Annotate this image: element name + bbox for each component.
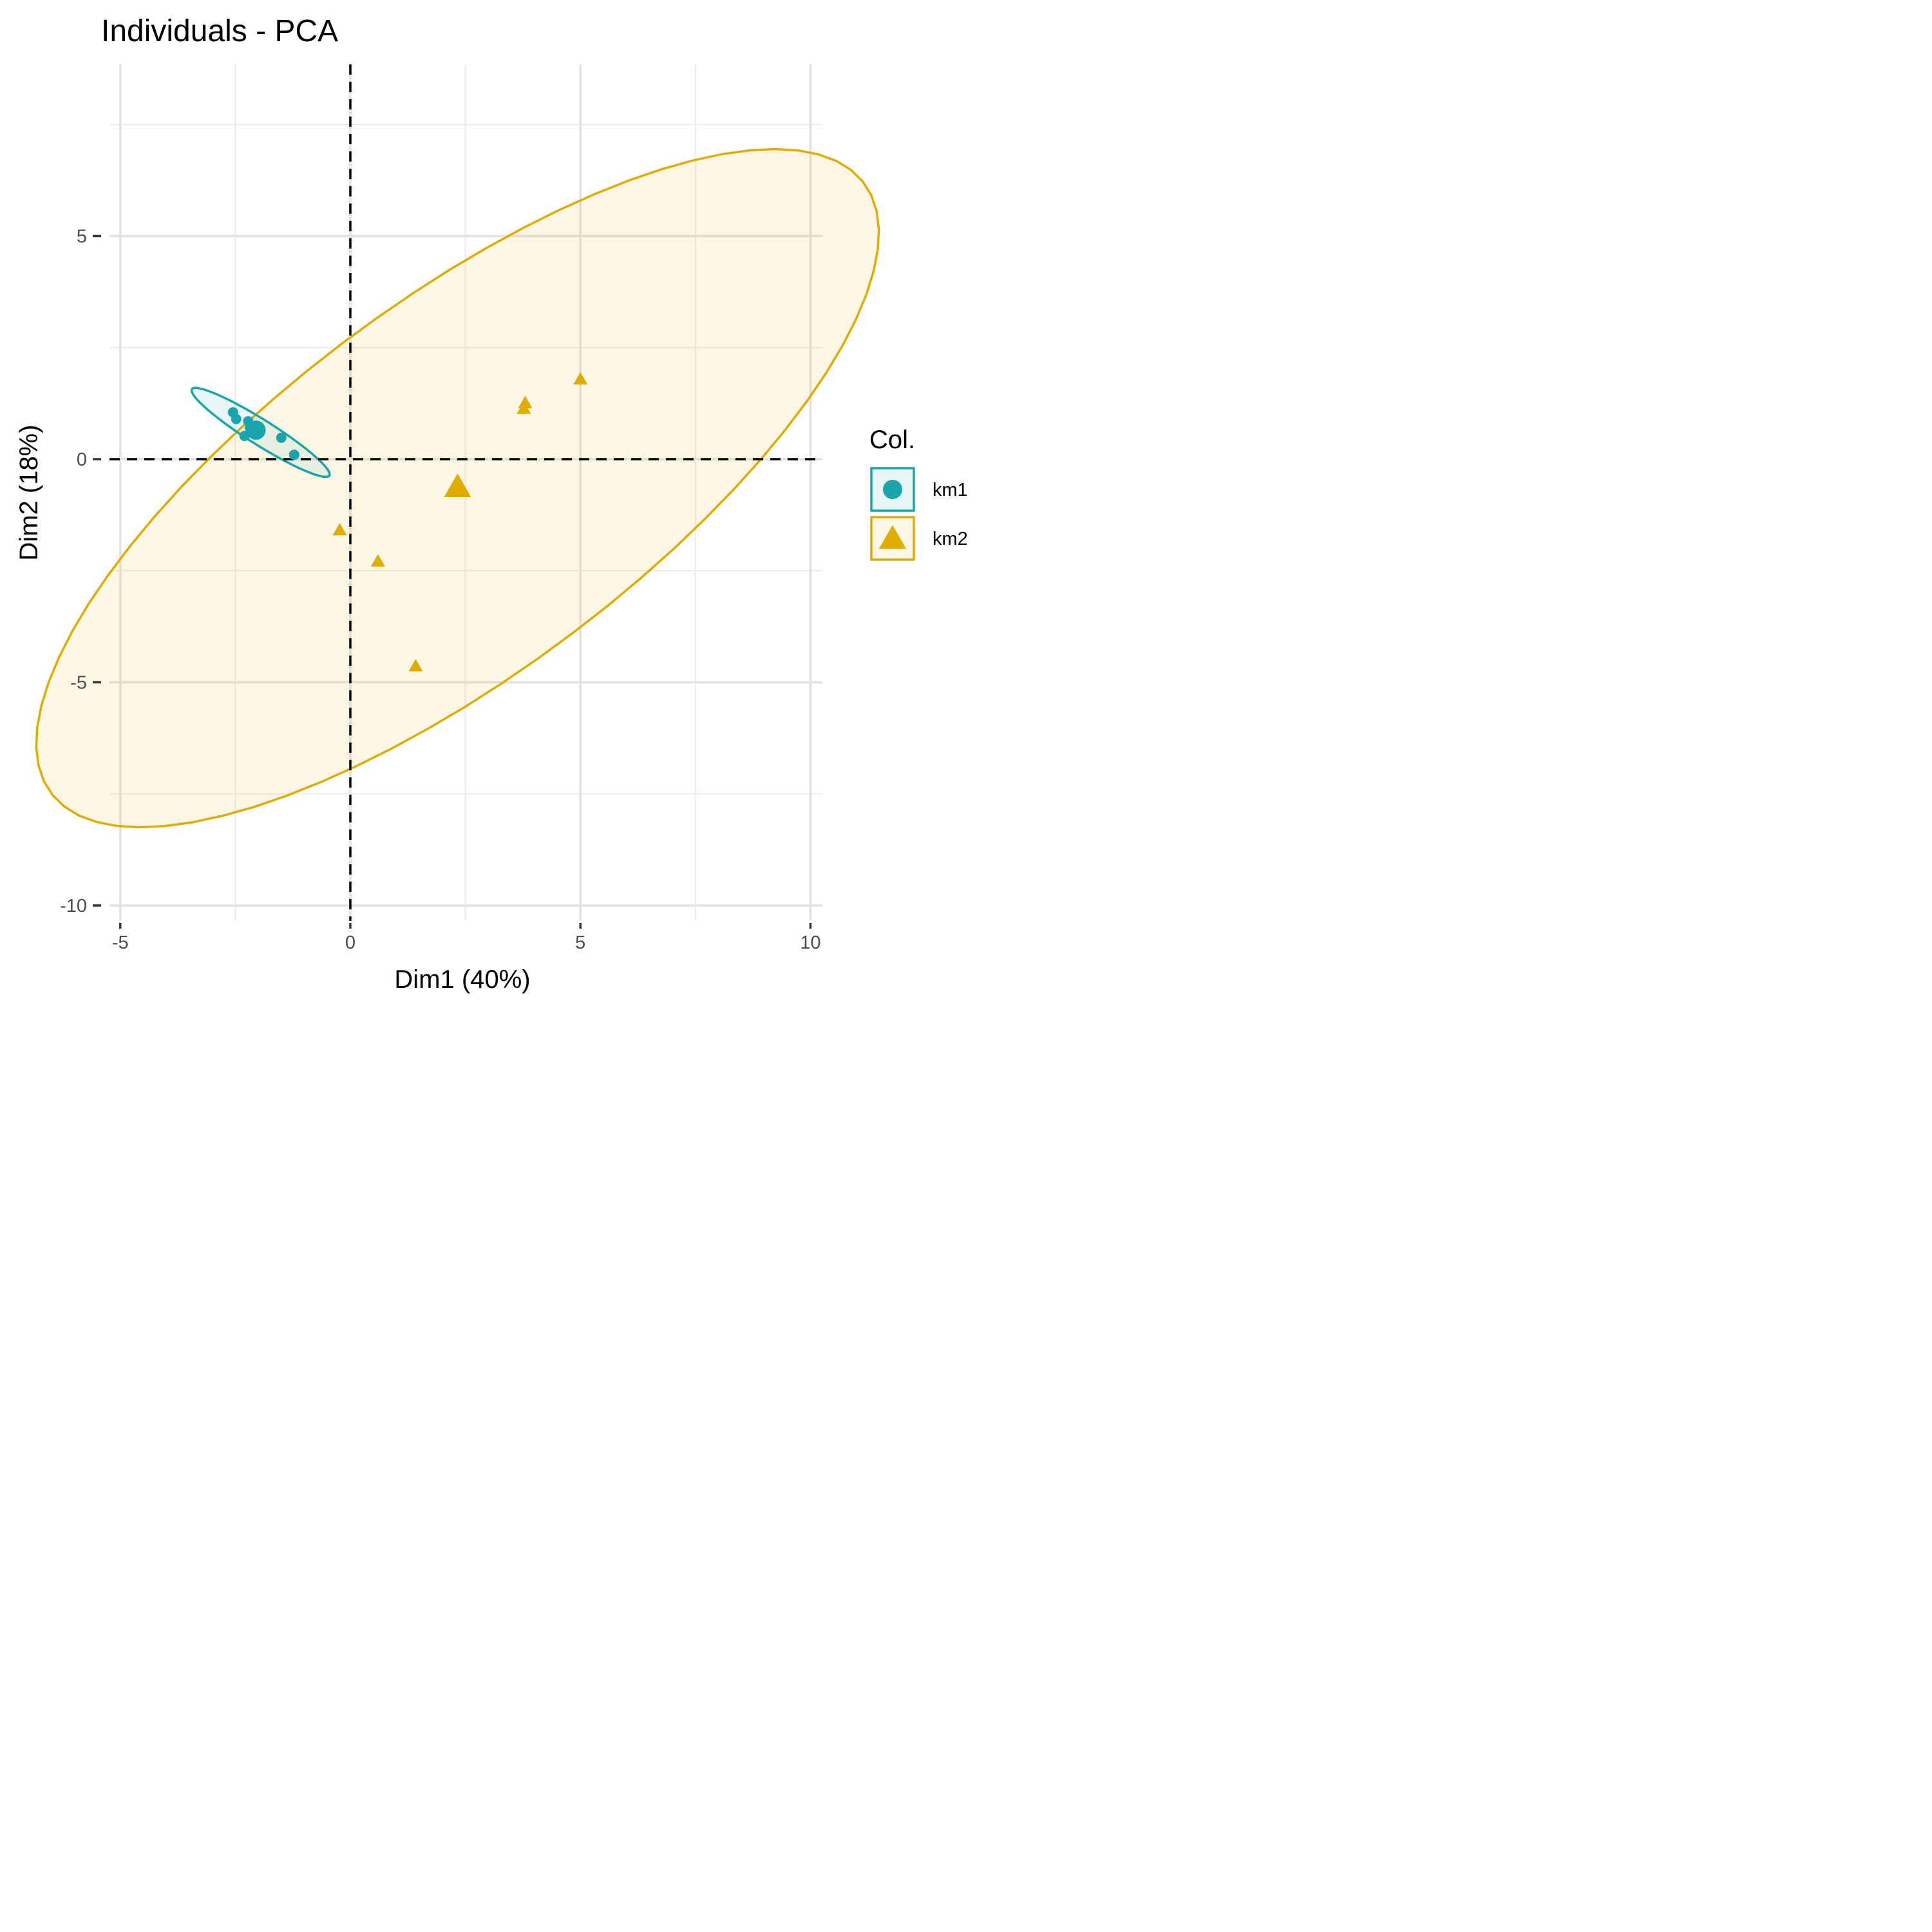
point-km2 [408,659,423,672]
y-tick-label: 0 [77,450,87,470]
point-km1 [231,413,242,424]
y-axis: -10 -5 0 5 [60,227,101,916]
legend-marker-km2 [879,525,906,549]
y-tick-label: -5 [70,673,87,694]
legend-label-km2: km2 [933,529,968,549]
legend-marker-km1 [883,480,902,499]
x-tick-label: 10 [800,933,820,953]
y-axis-title: Dim2 (18%) [15,424,43,560]
point-km1 [276,432,287,443]
x-axis: -5 0 5 10 [112,923,821,953]
centroid-km1 [246,420,266,440]
legend-title: Col. [869,426,915,454]
pca-chart: Individuals - PCA -5 0 5 10 -10 -5 0 5 Dim1 (4… [0,0,997,1010]
reference-lines [109,64,822,921]
centroid-km2 [444,473,471,498]
y-tick-label: -10 [60,896,87,916]
x-tick-label: 0 [345,933,355,953]
x-tick-label: 5 [575,933,585,953]
point-km2 [573,372,588,384]
point-km2 [332,522,347,536]
point-km2 [518,395,533,408]
chart-title: Individuals - PCA [101,14,338,48]
x-axis-title: Dim1 (40%) [394,965,530,994]
data-points [227,372,588,672]
y-tick-label: 5 [77,227,87,247]
x-tick-label: -5 [112,933,129,953]
point-km1 [289,450,299,460]
point-km2 [370,554,385,567]
legend: Col. km1 km2 [869,426,968,561]
point-km2 [516,401,531,414]
legend-label-km1: km1 [933,480,968,500]
